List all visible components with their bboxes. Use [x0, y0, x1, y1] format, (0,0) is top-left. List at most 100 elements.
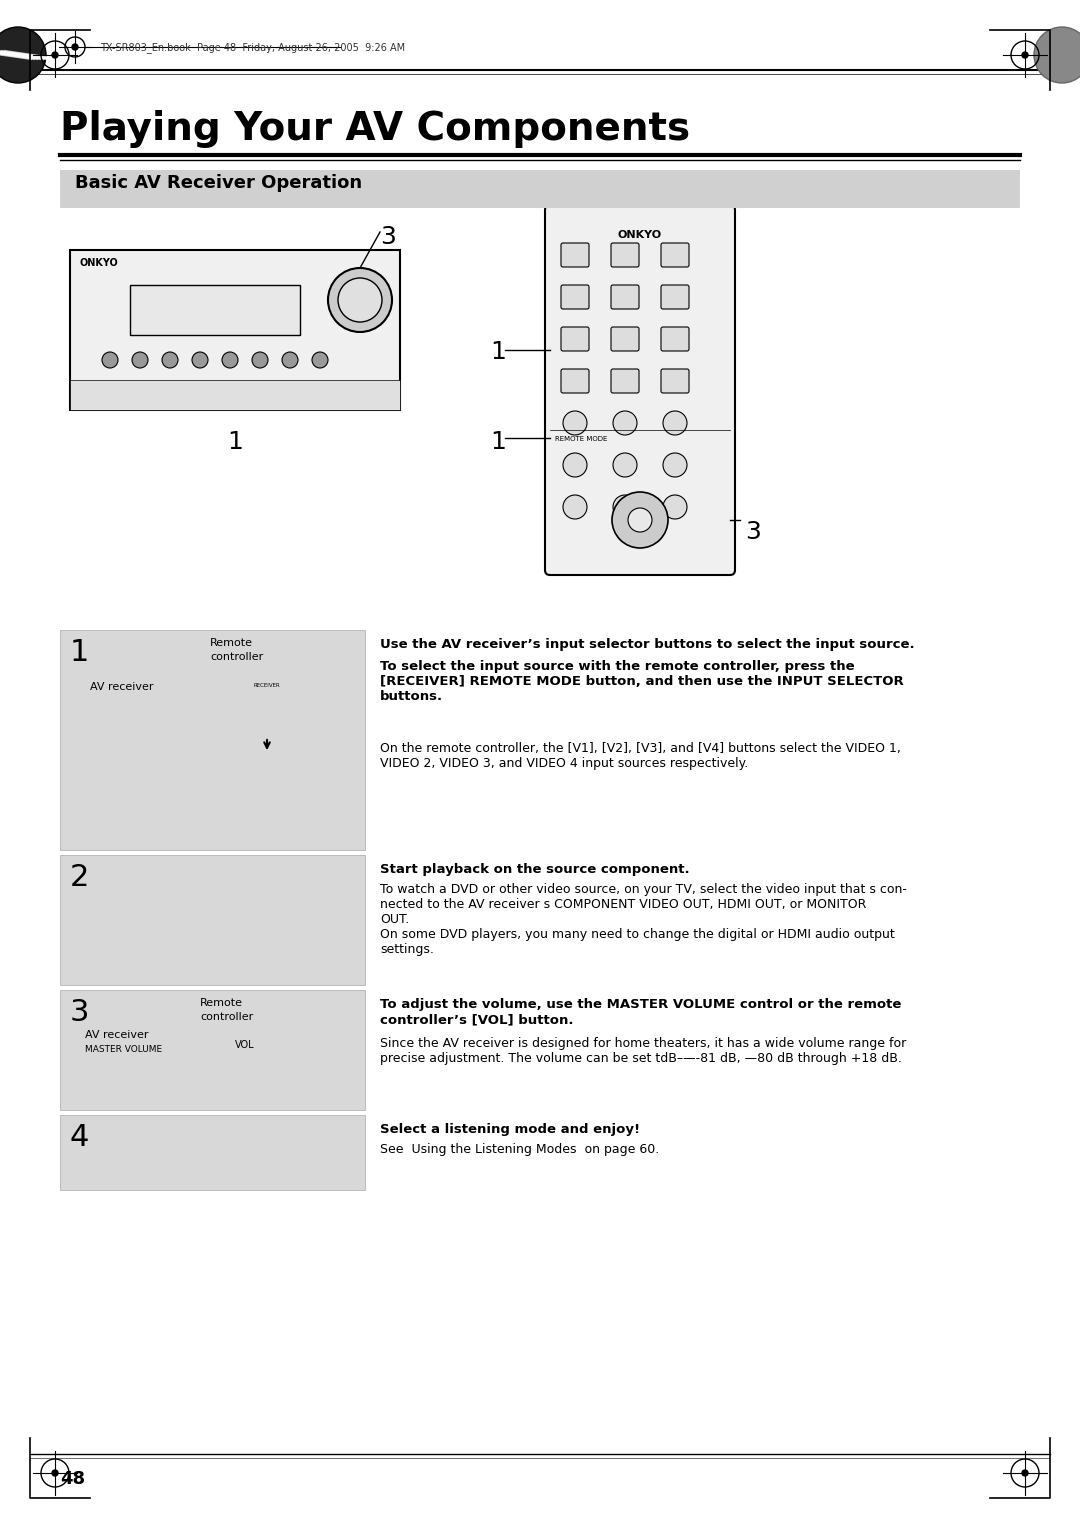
Circle shape — [613, 495, 637, 520]
Circle shape — [129, 744, 151, 766]
FancyBboxPatch shape — [278, 717, 291, 727]
Text: To select the input source with the remote controller, press the
[RECEIVER] REMO: To select the input source with the remo… — [380, 660, 904, 703]
Text: Basic AV Receiver Operation: Basic AV Receiver Operation — [75, 174, 362, 193]
Text: controller: controller — [200, 1012, 253, 1022]
Circle shape — [613, 411, 637, 435]
Circle shape — [222, 351, 238, 368]
Text: Start playback on the source component.: Start playback on the source component. — [380, 863, 690, 876]
FancyBboxPatch shape — [545, 205, 735, 575]
Text: Remote: Remote — [210, 639, 253, 648]
Text: 1: 1 — [490, 429, 505, 454]
FancyBboxPatch shape — [561, 327, 589, 351]
Circle shape — [0, 28, 46, 83]
Circle shape — [224, 1054, 256, 1086]
Circle shape — [613, 452, 637, 477]
Circle shape — [69, 744, 91, 766]
Circle shape — [99, 779, 121, 801]
Text: On the remote controller, the [V1], [V2], [V3], and [V4] buttons select the VIDE: On the remote controller, the [V1], [V2]… — [380, 743, 901, 770]
Circle shape — [282, 351, 298, 368]
Circle shape — [98, 1053, 141, 1097]
Text: Remote: Remote — [200, 998, 243, 1008]
Text: RECEIVER: RECEIVER — [254, 683, 281, 688]
Circle shape — [106, 1060, 134, 1089]
FancyBboxPatch shape — [252, 730, 264, 743]
FancyBboxPatch shape — [611, 327, 639, 351]
FancyBboxPatch shape — [661, 327, 689, 351]
FancyBboxPatch shape — [60, 170, 1020, 208]
Text: AV receiver: AV receiver — [90, 681, 153, 692]
Text: Use the AV receiver’s input selector buttons to select the input source.: Use the AV receiver’s input selector but… — [380, 639, 915, 651]
Circle shape — [663, 452, 687, 477]
FancyBboxPatch shape — [242, 672, 293, 753]
Circle shape — [162, 351, 178, 368]
FancyBboxPatch shape — [252, 701, 264, 714]
Circle shape — [627, 507, 652, 532]
Text: Since the AV receiver is designed for home theaters, it has a wide volume range : Since the AV receiver is designed for ho… — [380, 1038, 906, 1065]
FancyBboxPatch shape — [278, 701, 291, 714]
FancyBboxPatch shape — [60, 630, 365, 850]
Text: VOL: VOL — [235, 1041, 255, 1050]
FancyBboxPatch shape — [561, 286, 589, 309]
Text: 4: 4 — [70, 1123, 90, 1152]
Circle shape — [129, 709, 151, 730]
FancyBboxPatch shape — [265, 730, 276, 743]
FancyBboxPatch shape — [60, 1115, 365, 1190]
Text: 3: 3 — [70, 998, 90, 1027]
Circle shape — [663, 495, 687, 520]
Circle shape — [612, 492, 669, 549]
Polygon shape — [255, 779, 275, 805]
Text: AV receiver: AV receiver — [85, 1030, 149, 1041]
Circle shape — [1022, 52, 1028, 58]
FancyBboxPatch shape — [130, 286, 300, 335]
FancyBboxPatch shape — [661, 243, 689, 267]
Circle shape — [192, 351, 208, 368]
FancyBboxPatch shape — [265, 717, 276, 727]
Circle shape — [563, 495, 588, 520]
Text: TX-SR803_En.book  Page 48  Friday, August 26, 2005  9:26 AM: TX-SR803_En.book Page 48 Friday, August … — [100, 41, 405, 53]
Circle shape — [312, 351, 328, 368]
Text: Select a listening mode and enjoy!: Select a listening mode and enjoy! — [380, 1123, 640, 1135]
Text: 3: 3 — [380, 225, 396, 249]
Circle shape — [72, 44, 78, 50]
Text: 1: 1 — [70, 639, 90, 668]
FancyBboxPatch shape — [70, 380, 400, 410]
Circle shape — [252, 351, 268, 368]
Circle shape — [328, 267, 392, 332]
Polygon shape — [215, 1085, 235, 1105]
Circle shape — [1034, 28, 1080, 83]
FancyBboxPatch shape — [661, 368, 689, 393]
Circle shape — [1022, 1470, 1028, 1476]
Text: 3: 3 — [745, 520, 761, 544]
FancyBboxPatch shape — [661, 286, 689, 309]
Circle shape — [338, 278, 382, 322]
Circle shape — [99, 709, 121, 730]
Circle shape — [52, 1470, 58, 1476]
Text: To adjust the volume, use the MASTER VOLUME control or the remote
controller’s [: To adjust the volume, use the MASTER VOL… — [380, 998, 902, 1025]
Text: Playing Your AV Components: Playing Your AV Components — [60, 110, 690, 148]
FancyBboxPatch shape — [70, 251, 400, 410]
Text: 1: 1 — [490, 341, 505, 364]
FancyBboxPatch shape — [611, 243, 639, 267]
Text: MASTER VOLUME: MASTER VOLUME — [85, 1045, 162, 1054]
Circle shape — [52, 52, 58, 58]
Circle shape — [563, 411, 588, 435]
Text: To watch a DVD or other video source, on your TV, select the video input that s : To watch a DVD or other video source, on… — [380, 883, 907, 957]
Text: ONKYO: ONKYO — [80, 258, 119, 267]
Circle shape — [102, 351, 118, 368]
FancyBboxPatch shape — [278, 730, 291, 743]
Circle shape — [132, 351, 148, 368]
Circle shape — [663, 411, 687, 435]
FancyBboxPatch shape — [60, 990, 365, 1109]
FancyBboxPatch shape — [251, 678, 284, 697]
FancyBboxPatch shape — [60, 856, 365, 986]
Text: REMOTE MODE: REMOTE MODE — [555, 435, 607, 442]
Text: 1: 1 — [227, 429, 243, 454]
FancyBboxPatch shape — [252, 717, 264, 727]
Text: controller: controller — [210, 652, 264, 662]
Circle shape — [129, 779, 151, 801]
FancyBboxPatch shape — [611, 286, 639, 309]
FancyBboxPatch shape — [265, 701, 276, 714]
Circle shape — [69, 779, 91, 801]
Circle shape — [69, 709, 91, 730]
Circle shape — [563, 452, 588, 477]
